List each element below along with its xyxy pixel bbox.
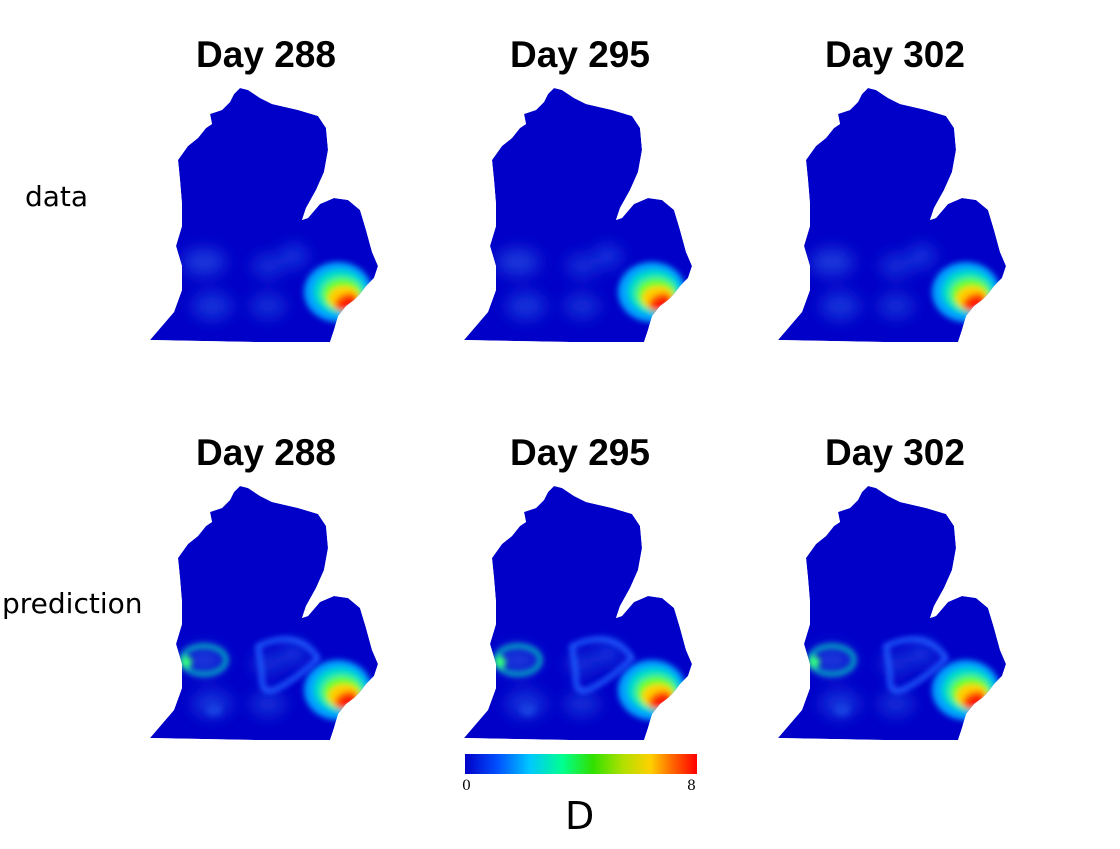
colorbar-min-label: 0 <box>462 778 471 794</box>
colorbar <box>465 754 697 774</box>
michigan-map <box>778 486 1006 740</box>
michigan-map <box>464 88 692 342</box>
column-title-day-302-top: Day 302 <box>825 34 965 75</box>
michigan-map <box>778 88 1006 342</box>
colorbar-variable-label: D <box>565 794 595 838</box>
map-prediction-day-295 <box>462 478 702 748</box>
map-data-day-288 <box>148 80 388 350</box>
michigan-map <box>150 88 378 342</box>
map-prediction-day-288 <box>148 478 388 748</box>
row-label-data: data <box>25 180 89 213</box>
row-label-prediction: prediction <box>2 587 143 620</box>
column-title-day-295-top: Day 295 <box>510 34 650 75</box>
michigan-map <box>150 486 378 740</box>
column-title-day-302-bottom: Day 302 <box>825 432 965 473</box>
column-title-day-288-bottom: Day 288 <box>196 432 336 473</box>
map-prediction-day-302 <box>776 478 1016 748</box>
map-data-day-302 <box>776 80 1016 350</box>
colorbar-max-label: 8 <box>687 778 696 794</box>
column-title-day-295-bottom: Day 295 <box>510 432 650 473</box>
michigan-map <box>464 486 692 740</box>
map-data-day-295 <box>462 80 702 350</box>
column-title-day-288-top: Day 288 <box>196 34 336 75</box>
